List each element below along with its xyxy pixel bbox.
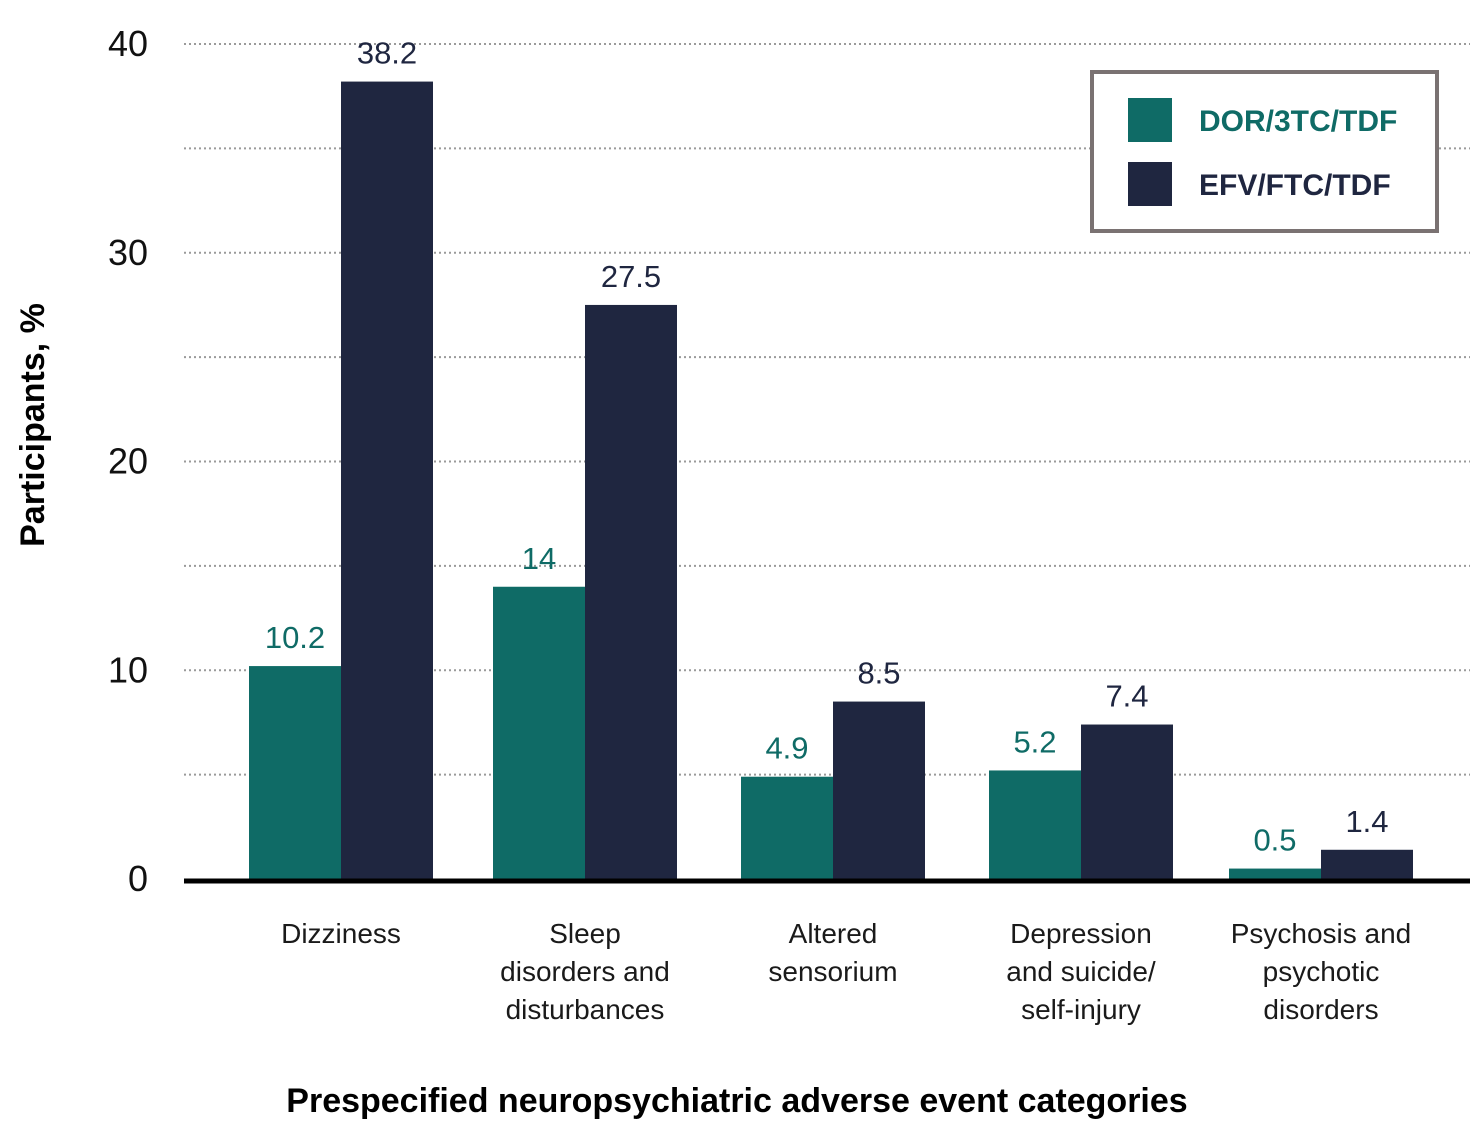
bar-dor [1229,868,1321,879]
y-axis-title: Participants, % [14,303,52,547]
y-tick-label: 20 [108,441,148,482]
legend: DOR/3TC/TDF EFV/FTC/TDF [1090,70,1439,233]
legend-label: EFV/FTC/TDF [1199,169,1391,202]
category-labels: Dizziness Sleep disorders and disturbances A… [281,918,1411,1025]
data-label: 38.2 [357,36,417,71]
bar-efv [1081,724,1173,879]
data-label: 0.5 [1253,823,1296,858]
bars [249,81,1413,879]
bar-dor [493,586,585,879]
y-tick-label: 40 [108,23,148,64]
legend-swatch [1128,98,1172,142]
bar-efv [833,701,925,879]
category-label: Altered sensorium [768,918,897,987]
data-label: 10.2 [265,620,325,655]
y-tick-label: 10 [108,649,148,690]
category-label: Depression and suicide/self-injury [1006,918,1156,1025]
bar-efv [1321,849,1413,879]
value-labels: 10.2 14 4.9 5.2 0.5 38.2 27.5 8.5 7.4 1.4 [265,36,1389,858]
data-label: 5.2 [1013,724,1056,759]
bar-dor [249,666,341,879]
data-label: 14 [522,541,556,576]
category-label: Dizziness [281,918,401,949]
legend-box [1090,70,1439,233]
legend-label: DOR/3TC/TDF [1199,105,1397,138]
data-label: 27.5 [601,259,661,294]
bar-dor [989,770,1081,879]
data-label: 4.9 [765,731,808,766]
category-label: Psychosis and psychotic disorders [1231,918,1412,1025]
data-label: 7.4 [1105,679,1148,714]
x-axis-title: Prespecified neuropsychiatric adverse ev… [286,1082,1187,1120]
data-label: 8.5 [857,656,900,691]
y-tick-label: 0 [128,858,148,899]
bar-efv [585,304,677,879]
bar-efv [341,81,433,879]
category-label: Sleep disorders and disturbances [500,918,670,1025]
bar-dor [741,776,833,879]
y-tick-label: 30 [108,232,148,273]
legend-swatch [1128,162,1172,206]
y-axis-ticks: 0 10 20 30 40 [108,23,148,899]
data-label: 1.4 [1345,804,1388,839]
